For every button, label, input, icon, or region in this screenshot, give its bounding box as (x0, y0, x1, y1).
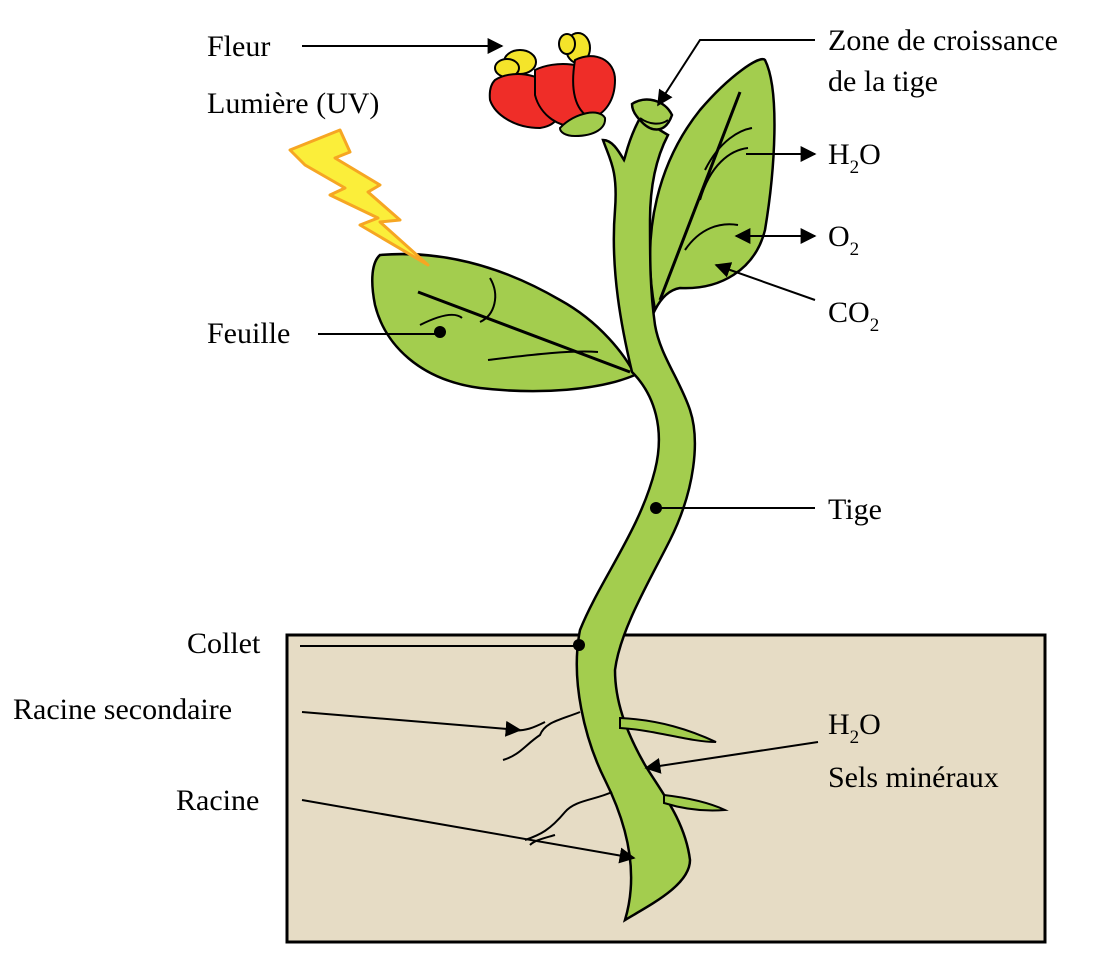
label-tige: Tige (828, 493, 882, 526)
leaf-dot (434, 326, 446, 338)
label-feuille: Feuille (207, 317, 290, 350)
h2o-leaf-tail: O (859, 138, 881, 171)
label-o2: O2 (828, 220, 859, 260)
label-racine: Racine (176, 784, 259, 817)
label-h2o-leaf: H2O (828, 138, 881, 178)
o2-sub: 2 (850, 239, 860, 260)
h2o-root-main: H (828, 708, 850, 741)
co2-main: CO (828, 296, 870, 329)
label-fleur: Fleur (207, 30, 270, 63)
label-collet: Collet (187, 627, 261, 660)
label-lumiere: Lumière (UV) (207, 87, 379, 120)
label-h2o-root: H2O (828, 708, 881, 748)
co2-sub: 2 (870, 315, 880, 336)
secondary-root-2 (663, 793, 729, 812)
leaf-right (648, 58, 776, 314)
lightning-icon (288, 128, 430, 267)
h2o-leaf-main: H (828, 138, 850, 171)
label-zone-line2: de la tige (828, 65, 938, 98)
label-sels: Sels minéraux (828, 761, 999, 794)
label-co2: CO2 (828, 296, 879, 336)
label-zone-line1: Zone de croissance (828, 24, 1058, 57)
h2o-leaf-sub: 2 (850, 157, 860, 178)
roots (502, 711, 613, 846)
h2o-root-sub: 2 (850, 727, 860, 748)
h2o-root-tail: O (859, 708, 881, 741)
stem-dot (650, 502, 662, 514)
secondary-root-1 (619, 716, 717, 743)
leaf-left (371, 252, 637, 393)
flower (488, 32, 617, 138)
leader-lines (300, 38, 819, 864)
label-racine-secondaire: Racine secondaire (13, 693, 232, 726)
o2-main: O (828, 220, 850, 253)
